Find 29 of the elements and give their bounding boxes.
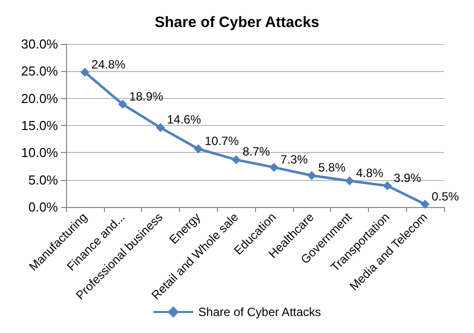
point — [156, 123, 165, 132]
data-label: 14.6% — [167, 112, 202, 127]
point — [307, 170, 316, 180]
point — [345, 176, 354, 186]
point — [232, 155, 241, 164]
data-label: 0.5% — [432, 189, 460, 204]
y-tick-label: 10.0% — [21, 145, 58, 160]
y-tick-label: 15.0% — [21, 118, 58, 133]
y-tick-label: 25.0% — [21, 64, 58, 79]
data-label: 8.7% — [242, 144, 270, 159]
data-label: 7.3% — [280, 152, 308, 166]
point — [118, 100, 128, 109]
chart-title: Share of Cyber Attacks — [154, 14, 320, 31]
data-label: 3.9% — [394, 170, 422, 185]
data-label: 4.8% — [356, 166, 384, 180]
point — [420, 200, 430, 209]
data-label: 18.9% — [129, 89, 164, 104]
legend-label: Share of Cyber Attacks — [198, 305, 322, 319]
y-tick-label: 0.0% — [28, 200, 58, 214]
point — [80, 68, 90, 77]
y-tick-label: 5.0% — [28, 172, 58, 188]
data-label: 10.7% — [204, 134, 240, 148]
point — [382, 181, 392, 190]
point — [269, 162, 278, 172]
data-label: 24.8% — [91, 57, 126, 72]
point — [194, 144, 203, 154]
y-tick-label: 20.0% — [21, 90, 58, 106]
y-tick-label: 30.0% — [21, 36, 58, 52]
data-label: 5.8% — [318, 160, 346, 174]
